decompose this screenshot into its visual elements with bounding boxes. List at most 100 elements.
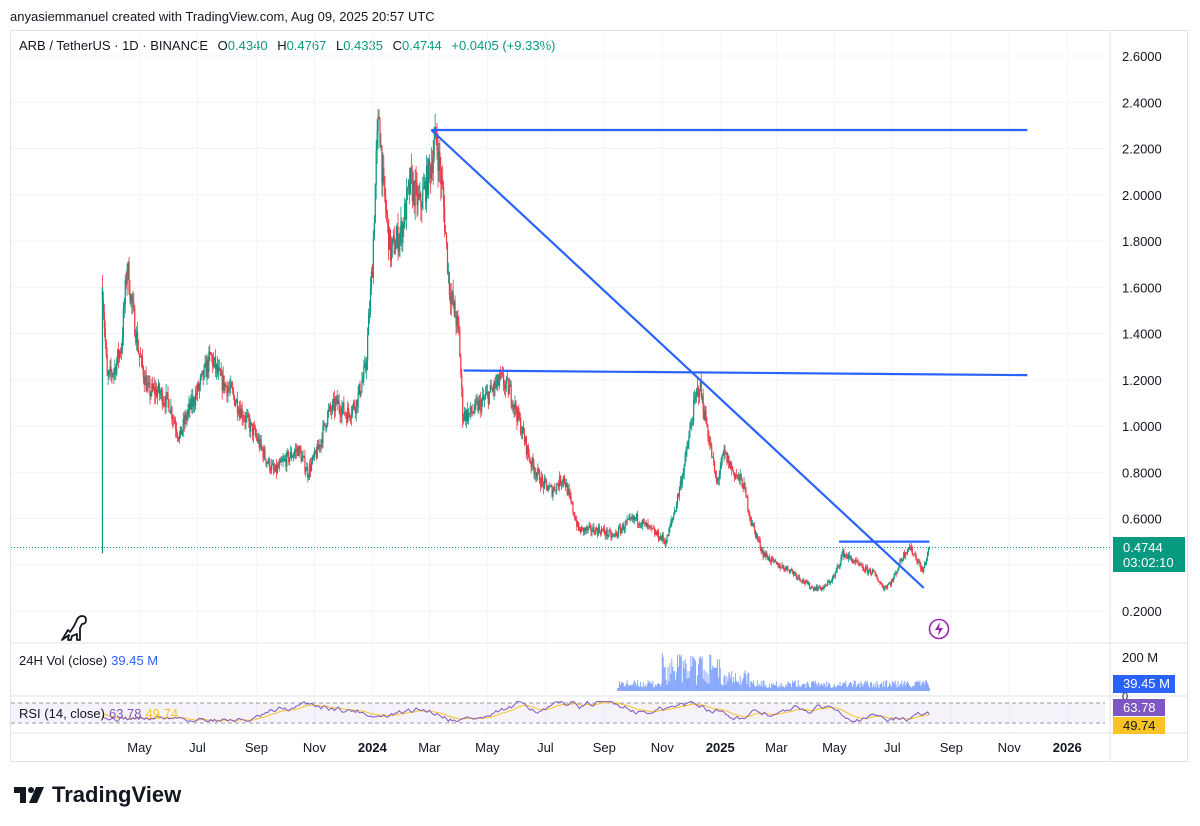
candle-body	[391, 238, 393, 246]
volume-bar	[780, 682, 782, 691]
volume-bar	[908, 685, 910, 691]
candle-body	[692, 421, 694, 424]
volume-bar	[678, 654, 680, 691]
volume-bar	[715, 667, 717, 691]
volume-bar	[694, 658, 696, 691]
candle-body	[337, 400, 339, 404]
candle-body	[186, 414, 188, 420]
candle-body	[152, 383, 154, 389]
candle-body	[840, 557, 842, 565]
candle-body	[741, 479, 743, 488]
volume-bar	[920, 685, 922, 691]
candle-body	[340, 414, 342, 417]
candle-body	[182, 418, 184, 431]
candle-body	[504, 383, 507, 389]
volume-bar	[835, 686, 837, 691]
candle-body	[435, 127, 437, 137]
volume-bar	[803, 684, 805, 691]
volume-bar	[775, 681, 777, 691]
candle-body	[632, 516, 634, 520]
candle-body	[263, 448, 265, 458]
candle-body	[788, 569, 790, 571]
candle-body	[915, 555, 917, 561]
candle-body	[399, 232, 401, 243]
candle-body	[801, 581, 803, 583]
candle-body	[499, 373, 501, 382]
candle-body	[625, 521, 627, 523]
candle-body	[548, 486, 550, 490]
candle-body	[837, 565, 839, 567]
volume-bar	[697, 663, 699, 691]
candle-body	[319, 445, 321, 447]
candle-body	[787, 566, 789, 570]
candle-body	[475, 400, 477, 402]
candle-body	[606, 529, 608, 537]
candle-body	[617, 535, 619, 537]
volume-bar	[757, 685, 759, 691]
candle-body	[694, 396, 696, 400]
candle-body	[436, 136, 438, 151]
volume-bar	[633, 681, 635, 691]
rsi-legend[interactable]: RSI (14, close) 63.78 49.74	[19, 706, 178, 721]
volume-bar	[749, 687, 751, 691]
candle-body	[280, 459, 282, 462]
candle-body	[359, 384, 361, 396]
candle-body	[913, 553, 915, 555]
volume-bar	[756, 680, 758, 691]
candle-body	[663, 539, 665, 542]
candle-body	[926, 552, 929, 559]
candle-body	[878, 581, 880, 583]
volume-bar	[814, 680, 816, 691]
candle-body	[191, 397, 193, 407]
candle-body	[808, 582, 810, 585]
volume-bar	[773, 684, 775, 691]
candle-body	[874, 571, 876, 576]
volume-bar	[784, 687, 786, 691]
candle-body	[809, 587, 812, 589]
candle-body	[679, 481, 681, 488]
volume-bar	[652, 680, 654, 691]
candle-body	[483, 397, 486, 399]
volume-legend[interactable]: 24H Vol (close) 39.45 M	[19, 653, 158, 668]
candle-body	[227, 388, 229, 396]
candle-body	[828, 581, 830, 583]
candle-body	[602, 528, 604, 531]
candle-body	[896, 570, 898, 575]
candle-body	[723, 449, 725, 455]
candle-body	[764, 553, 766, 557]
candle-body	[730, 461, 732, 469]
price-chart[interactable]: 0.20000.40000.60000.80001.00001.20001.40…	[0, 0, 1200, 770]
rsi-label: RSI (14, close)	[19, 706, 105, 721]
candle-body	[210, 353, 212, 355]
volume-bar	[869, 687, 871, 691]
symbol-title[interactable]: ARB / TetherUS · 1D · BINANCE	[19, 38, 209, 53]
lightning-icon[interactable]	[928, 618, 950, 645]
tradingview-logo[interactable]: TradingView	[14, 782, 181, 808]
candle-body	[704, 410, 706, 420]
candle-body	[912, 554, 914, 555]
candle-body	[691, 423, 693, 425]
volume-bar	[887, 687, 889, 691]
volume-bar	[650, 684, 652, 691]
volume-bar	[910, 687, 912, 691]
volume-bar	[792, 680, 794, 691]
symbol-legend: ARB / TetherUS · 1D · BINANCE O0.4340 H0…	[19, 38, 555, 53]
candle-body	[588, 525, 590, 528]
volume-bar	[901, 680, 903, 691]
candle-body	[587, 527, 589, 531]
volume-bar	[674, 670, 676, 691]
candle-body	[188, 403, 190, 410]
dino-icon[interactable]	[60, 612, 88, 647]
candle-body	[860, 564, 862, 566]
candle-body	[516, 412, 518, 422]
candle-body	[531, 457, 533, 467]
candle-body	[108, 370, 110, 375]
candle-body	[128, 262, 130, 293]
volume-bar	[859, 687, 861, 691]
candle-body	[695, 390, 698, 396]
trendline-descending-trend	[430, 129, 925, 589]
candle-body	[543, 479, 546, 489]
candle-body	[609, 530, 611, 532]
candle-body	[175, 429, 178, 434]
candle-body	[172, 418, 174, 420]
